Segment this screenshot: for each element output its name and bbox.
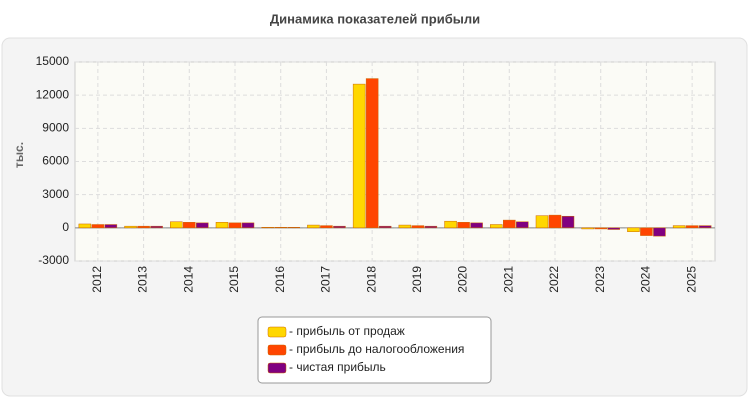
y-tick-label: 6000 [42, 154, 69, 168]
bar [196, 222, 209, 229]
legend-label: - прибыль от продаж [289, 324, 405, 338]
bar [457, 222, 470, 229]
x-tick-label: 2016 [273, 266, 287, 293]
bar [503, 219, 516, 229]
bar [365, 78, 379, 229]
y-tick-label: -3000 [38, 253, 69, 267]
plot-area [74, 61, 716, 262]
y-tick-label: 15000 [36, 54, 70, 68]
bar [424, 225, 438, 229]
bar [78, 223, 92, 229]
bar [685, 225, 699, 229]
bar [170, 221, 183, 229]
x-tick-label: 2025 [684, 266, 698, 293]
bar [261, 227, 274, 229]
bar [228, 222, 242, 229]
y-tick-label: 3000 [42, 187, 69, 201]
bar [91, 224, 105, 229]
bar [672, 225, 686, 229]
x-tick-label: 2014 [181, 266, 195, 293]
y-tick-label: 0 [62, 220, 69, 234]
legend [257, 316, 492, 384]
bar [137, 225, 150, 229]
x-tick-label: 2013 [136, 266, 150, 293]
legend-swatch [267, 362, 287, 374]
x-tick-label: 2019 [410, 266, 424, 293]
bar [698, 225, 712, 229]
y-tick-label: 12000 [36, 87, 70, 101]
bar [581, 227, 594, 230]
legend-swatch [267, 344, 287, 356]
bar [378, 225, 392, 229]
x-tick-label: 2015 [227, 266, 241, 293]
bar [490, 224, 503, 229]
x-tick-label: 2021 [501, 266, 515, 293]
bar [287, 227, 300, 229]
bar [241, 222, 255, 229]
bar [398, 224, 412, 229]
bar [607, 227, 620, 230]
x-tick-label: 2017 [319, 266, 333, 293]
bar [411, 225, 425, 229]
legend-swatch [267, 326, 287, 338]
bar [333, 225, 346, 229]
bar [627, 227, 640, 232]
x-tick-label: 2023 [593, 266, 607, 293]
bar [307, 224, 320, 229]
bar [274, 227, 287, 229]
bar [150, 225, 163, 229]
bar [352, 83, 366, 229]
legend-label: - чистая прибыль [289, 360, 386, 374]
bar [594, 227, 607, 230]
bar [561, 215, 575, 229]
bar [516, 221, 529, 229]
bar [470, 222, 483, 229]
bar [653, 227, 666, 237]
chart-title: Динамика показателей прибыли [270, 11, 480, 26]
x-tick-label: 2020 [456, 266, 470, 293]
bar [548, 214, 562, 229]
x-tick-label: 2018 [364, 266, 378, 293]
bar [215, 222, 229, 229]
bar [535, 215, 549, 229]
y-tick-label: 9000 [42, 121, 69, 135]
bar [124, 225, 137, 229]
x-tick-label: 2022 [547, 266, 561, 293]
bar [183, 222, 196, 229]
y-axis-label: тыс. [12, 142, 26, 168]
x-tick-label: 2024 [639, 266, 653, 293]
bar [104, 224, 118, 229]
bar [640, 227, 653, 236]
bar [320, 225, 333, 229]
bar [444, 220, 457, 229]
x-tick-label: 2012 [90, 266, 104, 293]
legend-label: - прибыль до налогообложения [289, 342, 464, 356]
